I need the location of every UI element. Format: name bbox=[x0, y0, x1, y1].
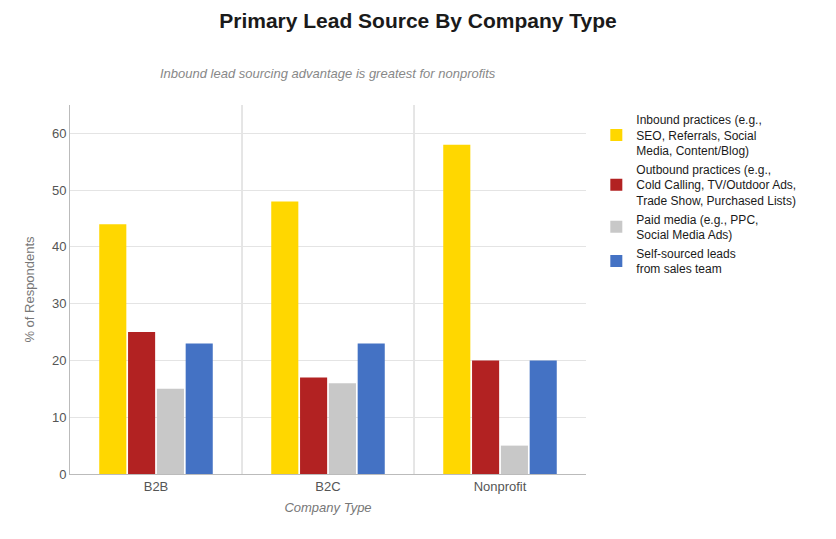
svg-text:B2C: B2C bbox=[315, 479, 340, 494]
svg-text:50: 50 bbox=[52, 183, 66, 198]
svg-text:B2B: B2B bbox=[144, 479, 169, 494]
svg-text:60: 60 bbox=[52, 126, 66, 141]
svg-text:Company Type: Company Type bbox=[284, 500, 371, 515]
svg-text:Self-sourced leadsfrom sales t: Self-sourced leadsfrom sales team bbox=[636, 247, 735, 277]
svg-text:Primary Lead Source By Company: Primary Lead Source By Company Type bbox=[219, 9, 617, 32]
svg-text:Nonprofit: Nonprofit bbox=[474, 479, 527, 494]
svg-text:40: 40 bbox=[52, 239, 66, 254]
svg-text:Outbound practices (e.g.,Cold: Outbound practices (e.g.,Cold Calling, T… bbox=[636, 163, 796, 208]
svg-text:30: 30 bbox=[52, 296, 66, 311]
svg-text:Inbound lead sourcing advantag: Inbound lead sourcing advantage is great… bbox=[160, 66, 496, 81]
svg-text:20: 20 bbox=[52, 353, 66, 368]
svg-text:% of Respondents: % of Respondents bbox=[22, 236, 37, 343]
svg-text:Inbound practices (e.g.,SEO, R: Inbound practices (e.g.,SEO, Referrals, … bbox=[636, 113, 761, 158]
svg-text:0: 0 bbox=[59, 467, 66, 482]
svg-text:Paid media (e.g., PPC,Social M: Paid media (e.g., PPC,Social Media Ads) bbox=[636, 213, 758, 243]
svg-text:10: 10 bbox=[52, 410, 66, 425]
